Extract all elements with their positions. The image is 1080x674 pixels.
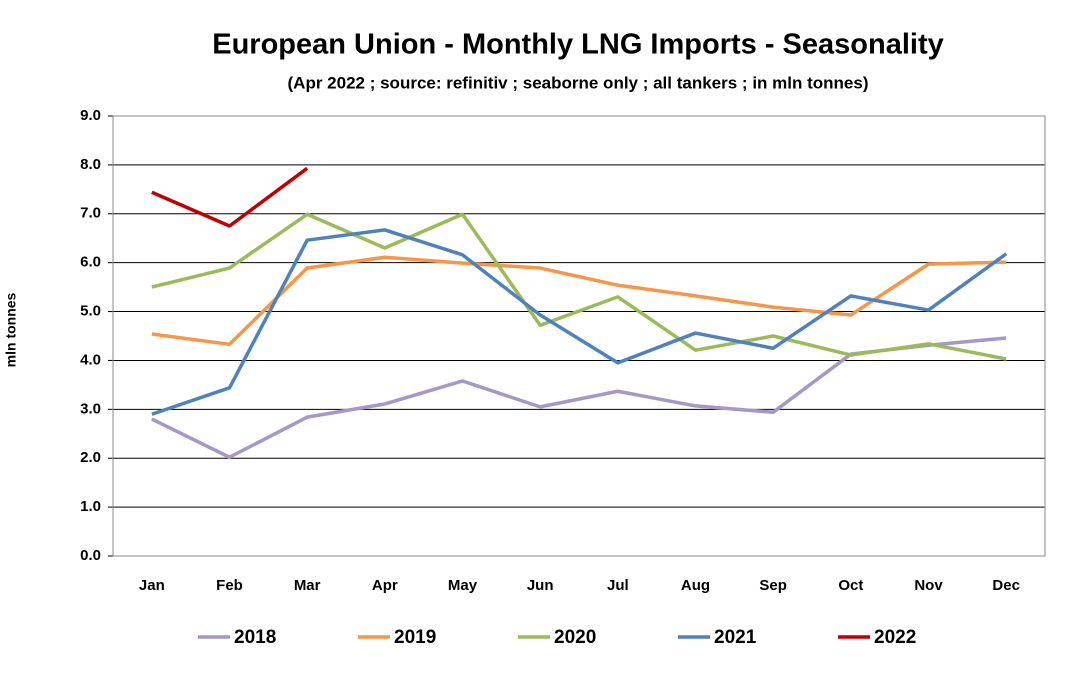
plot-frame [112, 115, 1046, 557]
y-tick-label: 6.0 [80, 254, 101, 271]
series-line [151, 166, 309, 228]
x-tick-label: Aug [681, 577, 710, 594]
y-axis-label: mln tonnes [3, 292, 19, 367]
chart-subtitle: (Apr 2022 ; source: refinitiv ; seaborne… [288, 73, 869, 92]
x-tick-label: Jul [607, 577, 629, 594]
y-tick-label: 0.0 [80, 547, 101, 564]
x-tick-label: Sep [759, 577, 787, 594]
series-line [151, 212, 1007, 361]
y-tick-label: 5.0 [80, 303, 101, 320]
series-line [151, 228, 1008, 416]
x-tick-label: Feb [216, 577, 243, 594]
y-tick-label: 3.0 [80, 400, 101, 417]
legend-label: 2022 [874, 627, 916, 648]
x-tick-label: Oct [838, 577, 863, 594]
chart-title: European Union - Monthly LNG Imports - S… [212, 29, 944, 61]
y-tick-label: 8.0 [80, 156, 101, 173]
legend-label: 2020 [554, 627, 596, 648]
y-tick-label: 2.0 [80, 449, 101, 466]
x-tick-label: Jun [527, 577, 554, 594]
x-tick-label: May [448, 577, 478, 594]
legend-label: 2021 [714, 627, 757, 648]
x-tick-label: Mar [294, 577, 321, 594]
y-tick-label: 1.0 [80, 498, 101, 515]
x-tick-label: Apr [372, 577, 398, 594]
y-tick-label: 9.0 [80, 107, 101, 124]
series-line [151, 255, 1007, 347]
y-tick-label: 7.0 [80, 205, 101, 222]
x-tick-label: Jan [139, 577, 165, 594]
x-tick-label: Nov [914, 577, 943, 594]
series-line [151, 336, 1007, 459]
y-tick-label: 4.0 [80, 351, 101, 368]
legend-label: 2019 [394, 627, 436, 648]
x-tick-label: Dec [992, 577, 1020, 594]
legend-label: 2018 [234, 627, 276, 648]
